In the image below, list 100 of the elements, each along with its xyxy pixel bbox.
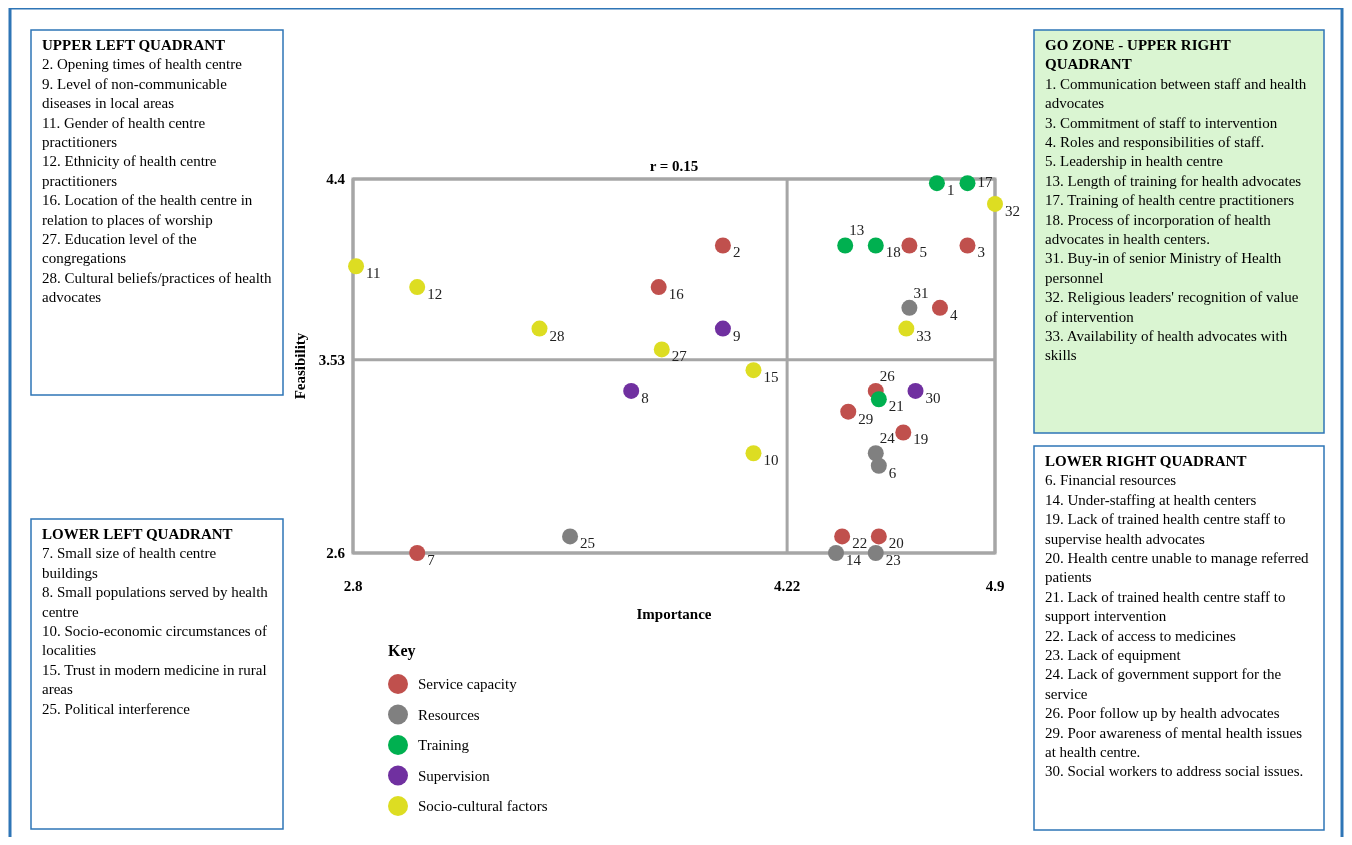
x-tick-label: 4.9 [985, 578, 1005, 594]
annotation: 27 [671, 348, 688, 365]
text: UPPER LEFT QUADRANT [42, 37, 226, 53]
point [898, 320, 915, 337]
annotation: 10 [763, 452, 779, 469]
point [562, 528, 579, 545]
annotation: 14 [846, 552, 862, 568]
point [745, 362, 762, 379]
y-tick-label: 3.53 [318, 351, 345, 368]
point [650, 279, 667, 296]
annotation: 4 [949, 306, 958, 323]
point [901, 237, 918, 254]
point [870, 391, 887, 408]
point [867, 445, 884, 462]
text: 17. Training of health centre practitioners [1045, 192, 1295, 209]
annotation: 21 [888, 398, 904, 415]
annotation: 16 [668, 286, 685, 303]
x-tick-label: 2.8 [343, 578, 363, 594]
annotation: 17 [977, 174, 993, 191]
legend-label: Supervision [418, 767, 491, 784]
point [653, 341, 670, 358]
annotation: 9 [732, 327, 741, 344]
y-tick-label: 2.6 [326, 545, 346, 561]
annotation: 30 [925, 389, 941, 406]
legend-label: Resources [418, 706, 480, 723]
annotation: 7 [427, 552, 436, 568]
text: 26. Poor follow up by health advocates [1045, 705, 1280, 722]
annotation: 5 [919, 244, 927, 261]
text: 29. Poor awareness of mental health issues at health centre. [1045, 724, 1303, 760]
point [870, 528, 887, 545]
point [714, 320, 731, 337]
annotation: 24 [879, 430, 896, 447]
annotation: 33 [916, 327, 932, 344]
point [409, 545, 426, 561]
point [745, 445, 762, 462]
point [907, 382, 924, 399]
text: r = 0.15 [649, 158, 699, 174]
text: 10. Socio-economic circumstances of localities [42, 623, 267, 659]
text: 15. Trust in modern medicine in rural areas [42, 661, 267, 698]
point [959, 175, 976, 192]
x-tick-label: 4.22 [773, 578, 801, 594]
annotation: 1 [946, 182, 955, 199]
point [901, 299, 918, 316]
annotation: 11 [366, 265, 381, 282]
text: 28. Cultural beliefs/practices of health advocates [42, 269, 272, 306]
text: GO ZONE - UPPER RIGHT QUADRANT [1045, 37, 1231, 73]
text: 7. Small size of health centre buildings [42, 545, 217, 581]
text: 25. Political interference [42, 700, 191, 717]
point [531, 320, 548, 337]
y-tick-label: 4.4 [326, 171, 346, 187]
point [409, 279, 426, 296]
legend-label: Socio-cultural factors [418, 798, 548, 814]
text: 18. Process of incorporation of health advocates in health centers. [1045, 211, 1272, 247]
text: 19. Lack of trained health centre staff to supervise health advocates [1045, 511, 1286, 547]
point [931, 299, 948, 316]
point [828, 545, 845, 561]
text: 12. Ethnicity of health centre practitioners [42, 153, 217, 189]
text: 9. Level of non-communicable diseases in local areas [42, 75, 228, 112]
text: 27. Education level of the congregations [42, 231, 197, 267]
annotation: 8 [641, 389, 649, 406]
text: 5. Leadership in health centre [1045, 153, 1224, 170]
annotation: 29 [858, 410, 874, 427]
annotation: 13 [849, 222, 865, 239]
annotation: 22 [852, 535, 868, 552]
annotation: 26 [879, 367, 896, 384]
text: 11. Gender of health centre practitioners [42, 114, 206, 150]
text: 30. Social workers to address social issues. [1045, 763, 1304, 780]
legend-label: Service capacity [418, 676, 518, 692]
text: 21. Lack of trained health centre staff to support intervention [1045, 588, 1286, 625]
text: 14. Under-staffing at health centers [1045, 491, 1257, 508]
text: 2. Opening times of health centre [42, 56, 243, 73]
text: 16. Location of the health centre in relation to places of worship [42, 192, 253, 228]
text: LOWER LEFT QUADRANT [42, 526, 233, 542]
text: 6. Financial resources [1045, 472, 1177, 489]
text: 8. Small populations served by health centre [42, 584, 269, 620]
annotation: 6 [888, 464, 897, 481]
annotation: 2 [732, 244, 741, 261]
text: 1. Communication between staff and health advocates [1045, 75, 1307, 112]
point [834, 528, 851, 545]
annotation: 31 [913, 284, 929, 301]
annotation: 28 [549, 327, 565, 344]
text: 22. Lack of access to medicines [1045, 627, 1236, 644]
text: 24. Lack of government support for the service [1045, 666, 1282, 702]
y-axis-title: Feasibility [292, 332, 308, 400]
text: LOWER RIGHT QUADRANT [1045, 453, 1247, 469]
annotation: 18 [885, 244, 901, 261]
legend-title: Key [388, 642, 416, 660]
point [987, 195, 1003, 212]
point [867, 237, 884, 254]
annotation: 25 [580, 535, 596, 552]
legend-label: Training [418, 737, 470, 753]
annotation: 20 [888, 535, 904, 552]
text: 32. Religious leaders' recognition of value of intervention [1045, 289, 1299, 325]
x-axis-title: Importance [636, 606, 712, 622]
text: 31. Buy-in of senior Ministry of Health personnel [1045, 250, 1282, 286]
point [840, 403, 857, 420]
annotation: 15 [763, 369, 779, 386]
text: 33. Availability of health advocates with skills [1045, 328, 1288, 364]
annotation: 23 [885, 552, 901, 568]
annotation: 12 [427, 286, 443, 303]
